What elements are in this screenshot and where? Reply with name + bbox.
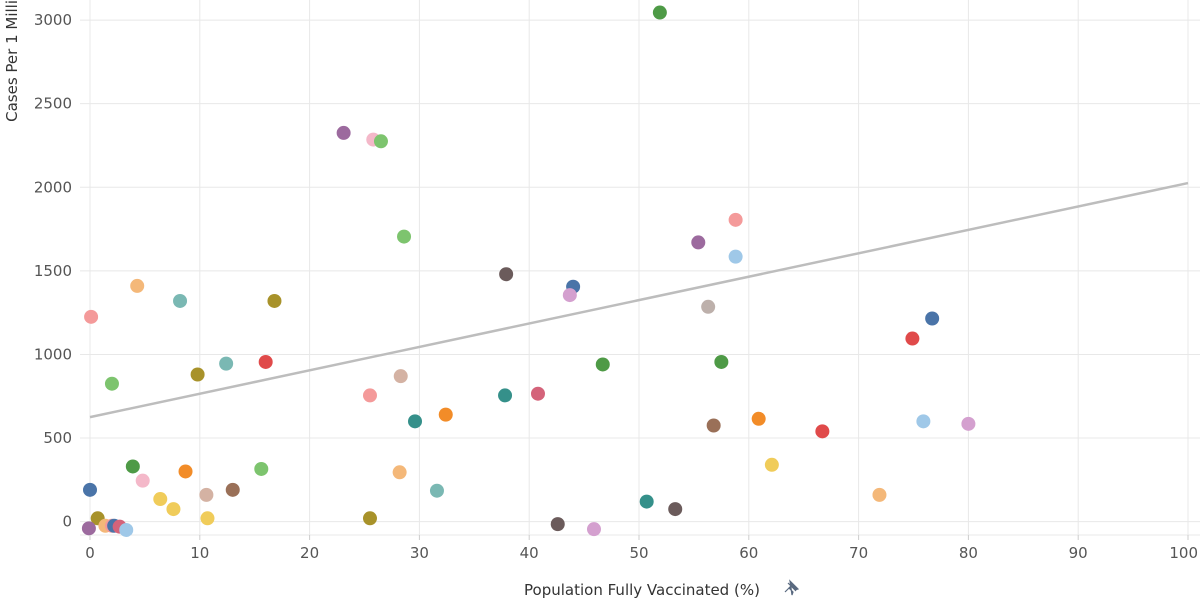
x-tick-label: 70 bbox=[849, 544, 868, 562]
scatter-point[interactable] bbox=[397, 229, 412, 244]
scatter-point[interactable] bbox=[153, 492, 168, 507]
scatter-point[interactable] bbox=[438, 407, 453, 422]
scatter-point[interactable] bbox=[639, 494, 654, 509]
scatter-point[interactable] bbox=[84, 309, 99, 324]
scatter-point[interactable] bbox=[530, 386, 545, 401]
x-tick-label: 0 bbox=[85, 544, 95, 562]
y-axis-ticks: 0 500 1000 1500 2000 2500 3000 bbox=[34, 11, 72, 531]
grid-lines bbox=[80, 0, 1200, 536]
x-tick-label: 50 bbox=[629, 544, 648, 562]
scatter-point[interactable] bbox=[225, 482, 240, 497]
scatter-point[interactable] bbox=[119, 522, 134, 537]
scatter-point[interactable] bbox=[362, 511, 377, 526]
scatter-point[interactable] bbox=[200, 511, 215, 526]
scatter-point[interactable] bbox=[135, 473, 150, 488]
scatter-point[interactable] bbox=[728, 249, 743, 264]
x-axis-ticks: 0 10 20 30 40 50 60 70 80 90 100 bbox=[85, 535, 1198, 562]
trend-line-layer bbox=[89, 181, 1189, 419]
x-tick-label: 100 bbox=[1169, 544, 1198, 562]
scatter-point[interactable] bbox=[393, 369, 408, 384]
scatter-point[interactable] bbox=[373, 134, 388, 149]
scatter-point[interactable] bbox=[178, 464, 193, 479]
scatter-point[interactable] bbox=[925, 311, 940, 326]
x-tick-label: 60 bbox=[739, 544, 758, 562]
scatter-point[interactable] bbox=[691, 235, 706, 250]
scatter-point[interactable] bbox=[104, 376, 119, 391]
scatter-point[interactable] bbox=[498, 388, 513, 403]
scatter-point[interactable] bbox=[652, 5, 667, 20]
x-tick-label: 90 bbox=[1069, 544, 1088, 562]
scatter-point[interactable] bbox=[258, 354, 273, 369]
scatter-point[interactable] bbox=[219, 356, 234, 371]
scatter-point[interactable] bbox=[83, 482, 97, 497]
scatter-point[interactable] bbox=[81, 521, 96, 536]
pin-icon[interactable] bbox=[784, 579, 800, 596]
y-axis-title: Cases Per 1 Milli bbox=[3, 0, 21, 122]
scatter-point[interactable] bbox=[429, 483, 444, 498]
scatter-point[interactable] bbox=[130, 278, 145, 293]
y-tick-label: 2000 bbox=[34, 178, 72, 196]
scatter-point[interactable] bbox=[362, 388, 377, 403]
x-tick-label: 80 bbox=[959, 544, 978, 562]
scatter-point[interactable] bbox=[408, 414, 423, 429]
scatter-point[interactable] bbox=[728, 212, 743, 227]
scatter-point[interactable] bbox=[562, 288, 577, 303]
scatter-point[interactable] bbox=[173, 293, 188, 308]
scatter-point[interactable] bbox=[701, 299, 716, 314]
x-tick-label: 30 bbox=[410, 544, 429, 562]
y-tick-label: 1000 bbox=[34, 345, 72, 363]
scatter-point[interactable] bbox=[668, 502, 683, 517]
x-axis-title: Population Fully Vaccinated (%) bbox=[524, 581, 760, 599]
scatter-point[interactable] bbox=[125, 459, 140, 474]
y-tick-label: 0 bbox=[62, 513, 72, 531]
scatter-point[interactable] bbox=[166, 502, 181, 517]
scatter-point[interactable] bbox=[751, 411, 766, 426]
scatter-point[interactable] bbox=[764, 457, 779, 472]
scatter-point[interactable] bbox=[872, 487, 887, 502]
scatter-point[interactable] bbox=[714, 354, 729, 369]
data-points bbox=[81, 5, 976, 537]
scatter-point[interactable] bbox=[586, 522, 601, 537]
scatter-point[interactable] bbox=[254, 461, 269, 476]
scatter-point[interactable] bbox=[961, 416, 976, 431]
x-tick-label: 10 bbox=[190, 544, 209, 562]
scatter-point[interactable] bbox=[499, 267, 514, 282]
scatter-point[interactable] bbox=[267, 293, 282, 308]
scatter-point[interactable] bbox=[392, 465, 407, 480]
scatter-point[interactable] bbox=[550, 517, 565, 532]
scatter-point[interactable] bbox=[916, 414, 931, 429]
scatter-point[interactable] bbox=[706, 418, 721, 433]
scatter-point[interactable] bbox=[336, 125, 351, 140]
scatter-point[interactable] bbox=[199, 487, 214, 502]
y-tick-label: 3000 bbox=[34, 11, 72, 29]
y-tick-label: 1500 bbox=[34, 262, 72, 280]
scatter-point[interactable] bbox=[905, 331, 920, 346]
scatter-point[interactable] bbox=[595, 357, 610, 372]
x-tick-label: 40 bbox=[520, 544, 539, 562]
scatter-point[interactable] bbox=[815, 424, 830, 439]
trend-line bbox=[89, 181, 1189, 419]
y-tick-label: 2500 bbox=[34, 95, 72, 113]
scatter-point[interactable] bbox=[190, 367, 205, 382]
x-tick-label: 20 bbox=[300, 544, 319, 562]
y-tick-label: 500 bbox=[43, 429, 72, 447]
